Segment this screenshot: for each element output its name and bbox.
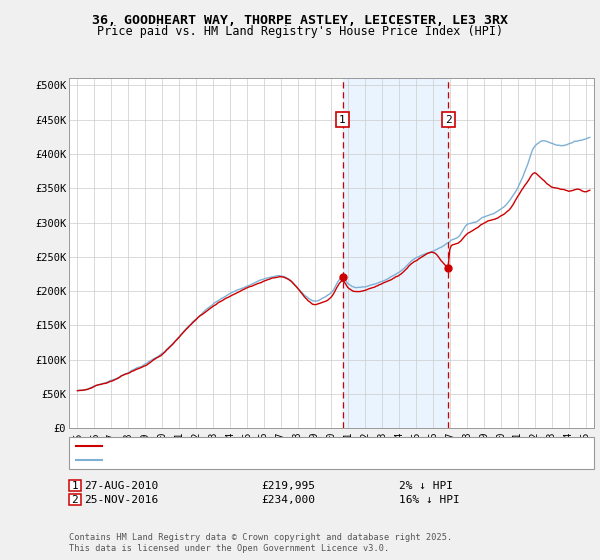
Bar: [343, 78, 448, 428]
Text: 1: 1: [339, 115, 346, 124]
Text: Price paid vs. HM Land Registry's House Price Index (HPI): Price paid vs. HM Land Registry's House …: [97, 25, 503, 38]
Text: 36, GOODHEART WAY, THORPE ASTLEY, LEICESTER, LE3 3RX: 36, GOODHEART WAY, THORPE ASTLEY, LEICES…: [92, 14, 508, 27]
Text: £234,000: £234,000: [261, 494, 315, 505]
Text: 2: 2: [71, 494, 79, 505]
Text: Contains HM Land Registry data © Crown copyright and database right 2025.
This d: Contains HM Land Registry data © Crown c…: [69, 533, 452, 553]
Text: 16% ↓ HPI: 16% ↓ HPI: [399, 494, 460, 505]
Text: 36, GOODHEART WAY, THORPE ASTLEY, LEICESTER, LE3 3RX (detached house): 36, GOODHEART WAY, THORPE ASTLEY, LEICES…: [107, 441, 512, 451]
Text: 2% ↓ HPI: 2% ↓ HPI: [399, 480, 453, 491]
Text: 1: 1: [71, 480, 79, 491]
Text: 25-NOV-2016: 25-NOV-2016: [84, 494, 158, 505]
Text: £219,995: £219,995: [261, 480, 315, 491]
Text: HPI: Average price, detached house, Blaby: HPI: Average price, detached house, Blab…: [107, 455, 347, 465]
Text: 27-AUG-2010: 27-AUG-2010: [84, 480, 158, 491]
Text: 2: 2: [445, 115, 452, 124]
